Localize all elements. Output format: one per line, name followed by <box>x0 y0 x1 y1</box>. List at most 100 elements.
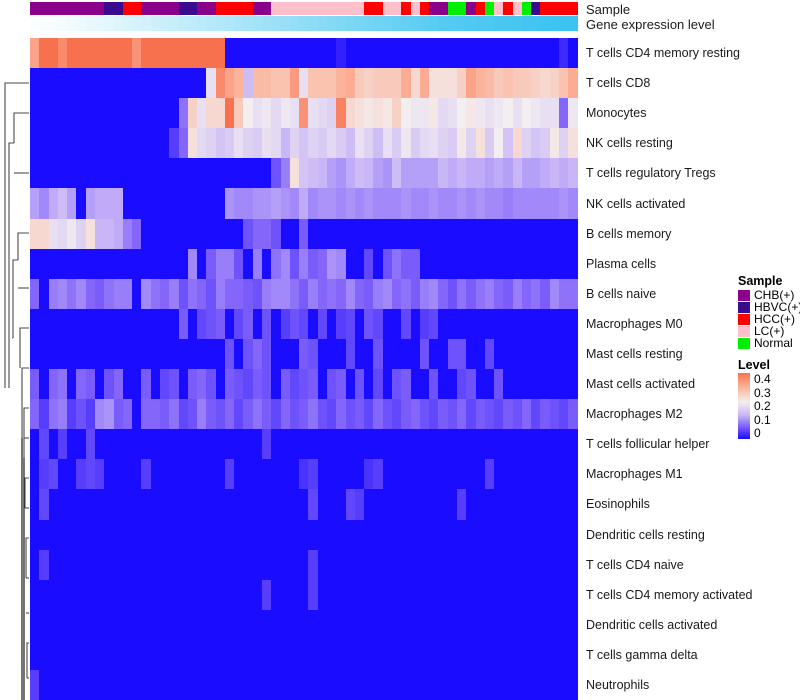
heatmap-cell[interactable] <box>104 308 114 339</box>
heatmap-cell[interactable] <box>336 38 346 69</box>
heatmap-cell[interactable] <box>94 68 105 99</box>
heatmap-cell[interactable] <box>540 369 550 400</box>
heatmap-cell[interactable] <box>345 459 355 490</box>
heatmap-cell[interactable] <box>299 248 309 279</box>
heatmap-cell[interactable] <box>401 248 411 279</box>
heatmap-cell[interactable] <box>345 188 355 219</box>
heatmap-cell[interactable] <box>475 218 485 249</box>
heatmap-cell[interactable] <box>466 579 476 610</box>
heatmap-cell[interactable] <box>438 489 448 520</box>
heatmap-cell[interactable] <box>410 158 420 189</box>
heatmap-cell[interactable] <box>39 639 49 670</box>
heatmap-cell[interactable] <box>30 579 40 610</box>
heatmap-cell[interactable] <box>206 188 216 219</box>
heatmap-cell[interactable] <box>187 98 198 129</box>
heatmap-cell[interactable] <box>67 308 77 339</box>
heatmap-cell[interactable] <box>234 68 244 99</box>
heatmap-cell[interactable] <box>382 459 392 490</box>
heatmap-cell[interactable] <box>447 429 457 460</box>
heatmap-cell[interactable] <box>178 278 188 309</box>
heatmap-cell[interactable] <box>113 38 123 69</box>
heatmap-cell[interactable] <box>391 459 402 490</box>
heatmap-cell[interactable] <box>224 669 235 700</box>
heatmap-cell[interactable] <box>94 248 105 279</box>
heatmap-cell[interactable] <box>391 68 402 99</box>
heatmap-cell[interactable] <box>289 429 300 460</box>
heatmap-cell[interactable] <box>271 639 281 670</box>
heatmap-cell[interactable] <box>317 549 327 580</box>
heatmap-cell[interactable] <box>494 68 504 99</box>
heatmap-cell[interactable] <box>401 549 411 580</box>
heatmap-cell[interactable] <box>289 639 300 670</box>
heatmap-cell[interactable] <box>243 459 253 490</box>
heatmap-cell[interactable] <box>382 639 392 670</box>
heatmap-cell[interactable] <box>429 429 439 460</box>
heatmap-cell[interactable] <box>57 519 68 550</box>
heatmap-cell[interactable] <box>456 669 467 700</box>
heatmap-cell[interactable] <box>215 248 225 279</box>
heatmap-cell[interactable] <box>317 369 327 400</box>
heatmap-cell[interactable] <box>104 519 114 550</box>
heatmap-cell[interactable] <box>299 369 309 400</box>
heatmap-cell[interactable] <box>159 98 170 129</box>
heatmap-cell[interactable] <box>132 278 142 309</box>
heatmap-cell[interactable] <box>327 429 337 460</box>
heatmap-cell[interactable] <box>308 278 318 309</box>
heatmap-cell[interactable] <box>521 98 532 129</box>
heatmap-cell[interactable] <box>187 429 198 460</box>
heatmap-cell[interactable] <box>419 459 430 490</box>
heatmap-cell[interactable] <box>159 308 170 339</box>
heatmap-cell[interactable] <box>364 158 374 189</box>
heatmap-cell[interactable] <box>85 579 95 610</box>
heatmap-cell[interactable] <box>39 489 49 520</box>
heatmap-cell[interactable] <box>410 669 420 700</box>
heatmap-cell[interactable] <box>419 519 430 550</box>
heatmap-cell[interactable] <box>494 549 504 580</box>
heatmap-cell[interactable] <box>503 98 513 129</box>
heatmap-cell[interactable] <box>178 158 188 189</box>
heatmap-cell[interactable] <box>317 188 327 219</box>
heatmap-cell[interactable] <box>169 158 179 189</box>
heatmap-cell[interactable] <box>382 68 392 99</box>
heatmap-cell[interactable] <box>271 188 281 219</box>
heatmap-cell[interactable] <box>503 158 513 189</box>
heatmap-cell[interactable] <box>159 669 170 700</box>
heatmap-cell[interactable] <box>48 338 58 370</box>
heatmap-cell[interactable] <box>475 519 485 550</box>
heatmap-cell[interactable] <box>178 218 188 249</box>
heatmap-cell[interactable] <box>113 429 123 460</box>
heatmap-cell[interactable] <box>456 158 467 189</box>
heatmap-cell[interactable] <box>568 278 578 309</box>
heatmap-cell[interactable] <box>336 579 346 610</box>
heatmap-cell[interactable] <box>466 669 476 700</box>
heatmap-cell[interactable] <box>327 579 337 610</box>
heatmap-cell[interactable] <box>521 609 532 640</box>
heatmap-cell[interactable] <box>549 459 560 490</box>
heatmap-cell[interactable] <box>215 489 225 520</box>
heatmap-cell[interactable] <box>549 429 560 460</box>
heatmap-cell[interactable] <box>364 579 374 610</box>
heatmap-cell[interactable] <box>531 639 541 670</box>
heatmap-cell[interactable] <box>289 128 300 159</box>
heatmap-cell[interactable] <box>113 549 123 580</box>
heatmap-cell[interactable] <box>438 669 448 700</box>
heatmap-cell[interactable] <box>30 369 40 400</box>
heatmap-cell[interactable] <box>521 38 532 69</box>
heatmap-cell[interactable] <box>113 609 123 640</box>
heatmap-cell[interactable] <box>382 669 392 700</box>
heatmap-cell[interactable] <box>252 338 263 370</box>
heatmap-cell[interactable] <box>280 68 290 99</box>
heatmap-cell[interactable] <box>197 308 207 339</box>
heatmap-cell[interactable] <box>466 308 476 339</box>
heatmap-cell[interactable] <box>122 38 133 69</box>
heatmap-cell[interactable] <box>549 128 560 159</box>
heatmap-cell[interactable] <box>169 369 179 400</box>
heatmap-cell[interactable] <box>438 399 448 430</box>
heatmap-cell[interactable] <box>336 218 346 249</box>
heatmap-cell[interactable] <box>410 579 420 610</box>
heatmap-cell[interactable] <box>549 218 560 249</box>
heatmap-cell[interactable] <box>159 369 170 400</box>
heatmap-cell[interactable] <box>104 248 114 279</box>
heatmap-cell[interactable] <box>85 248 95 279</box>
heatmap-cell[interactable] <box>234 579 244 610</box>
